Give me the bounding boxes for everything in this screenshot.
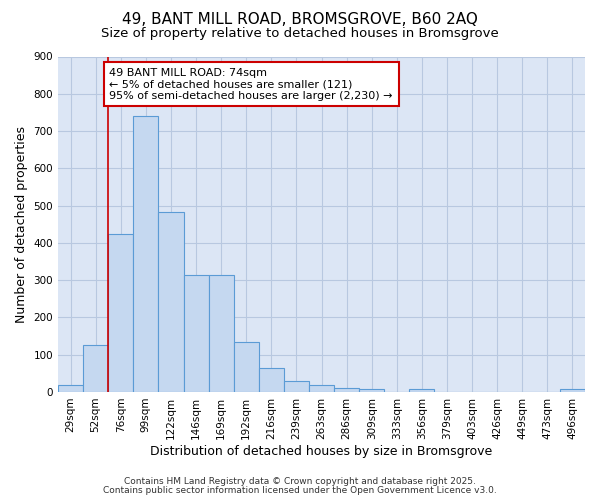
Bar — [259, 368, 284, 392]
Text: 49, BANT MILL ROAD, BROMSGROVE, B60 2AQ: 49, BANT MILL ROAD, BROMSGROVE, B60 2AQ — [122, 12, 478, 28]
Bar — [284, 381, 309, 392]
Bar — [309, 384, 334, 392]
Text: Contains public sector information licensed under the Open Government Licence v3: Contains public sector information licen… — [103, 486, 497, 495]
Bar — [184, 274, 209, 392]
Bar — [133, 116, 158, 392]
Bar — [58, 384, 83, 392]
Bar — [233, 342, 259, 392]
Bar — [334, 388, 359, 392]
Y-axis label: Number of detached properties: Number of detached properties — [15, 126, 28, 322]
Bar — [108, 234, 133, 392]
Text: Contains HM Land Registry data © Crown copyright and database right 2025.: Contains HM Land Registry data © Crown c… — [124, 477, 476, 486]
Bar — [560, 389, 585, 392]
Bar — [209, 274, 233, 392]
Bar — [83, 346, 108, 392]
Bar — [158, 212, 184, 392]
Bar — [359, 389, 384, 392]
Text: Size of property relative to detached houses in Bromsgrove: Size of property relative to detached ho… — [101, 28, 499, 40]
Text: 49 BANT MILL ROAD: 74sqm
← 5% of detached houses are smaller (121)
95% of semi-d: 49 BANT MILL ROAD: 74sqm ← 5% of detache… — [109, 68, 393, 101]
X-axis label: Distribution of detached houses by size in Bromsgrove: Distribution of detached houses by size … — [151, 444, 493, 458]
Bar — [409, 389, 434, 392]
